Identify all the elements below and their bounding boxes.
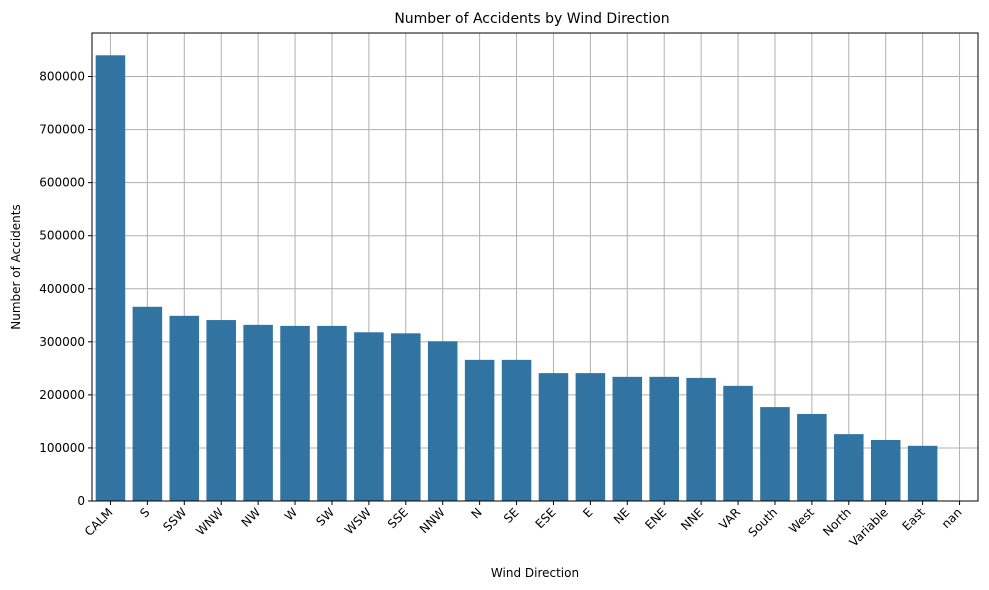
bar-nnw [427,341,458,501]
y-tick-label: 100000 [39,441,85,455]
bar-wsw [354,332,384,501]
bar-nw [243,324,273,501]
bar-ese [538,373,569,501]
x-tick-label: WSW [342,505,374,537]
bar-sse [391,333,421,501]
x-tick-label: nan [939,505,965,531]
x-tick-label: NNE [678,505,706,533]
y-tick-label: 300000 [39,335,85,349]
x-tick-label: VAR [716,505,743,532]
bar-variable [870,439,901,501]
bar-east [907,445,938,501]
x-tick-label: WNW [193,505,226,538]
bar-wnw [206,320,236,501]
bar-sw [317,325,347,501]
bar-south [760,407,790,501]
y-tick-label: 600000 [39,176,85,190]
x-tick-label: CALM [82,505,116,539]
bars [95,55,938,502]
chart-title: Number of Accidents by Wind Direction [394,11,669,27]
y-tick-label: 0 [77,494,85,508]
bar-e [575,373,606,501]
x-tick-label: North [820,505,854,539]
x-axis-title: Wind Direction [491,566,579,580]
x-tick-label: SW [313,505,337,529]
axes [91,32,979,502]
x-tick-label: ESE [533,505,559,531]
x-tick-label: NE [611,505,633,527]
x-tick-label: South [746,505,781,540]
bar-ene [649,376,679,501]
x-tick-label: Variable [847,505,891,549]
x-tick-label: SSE [385,505,411,531]
x-tick-label: NW [239,505,264,530]
y-axis-title: Number of Accidents [9,204,23,330]
y-tick-label: 500000 [39,229,85,243]
y-tick-label: 400000 [39,282,85,296]
x-tick-label: S [137,505,152,520]
bar-calm [95,55,126,502]
x-tick-label: W [282,505,300,523]
y-tick-label: 200000 [39,388,85,402]
bar-w [280,325,310,501]
bar-nne [686,377,716,501]
x-tick-label: N [468,505,484,521]
y-tick-label: 700000 [39,123,85,137]
x-tick-label: ENE [642,505,669,532]
bar-se [501,359,532,501]
x-tick-label: West [786,505,817,536]
bar-s [132,306,163,501]
plot-frame [91,32,979,502]
x-tick-label: East [900,505,928,533]
y-tick-label: 800000 [39,70,85,84]
x-tick-label: NNW [417,505,448,536]
bar-n [464,359,495,501]
bar-var [723,385,753,501]
x-ticks: CALM S SSW WNW NW W SW WSW SSE NNW N SE ESE E NE ENE NNE… [82,501,965,549]
y-ticks: 0 100000 200000 300000 400000 500000 600000 700… [39,70,92,508]
bar-ssw [169,315,200,501]
x-tick-label: SE [501,505,522,526]
x-tick-label: E [580,505,595,520]
x-tick-label: SSW [160,505,189,534]
bar-west [797,413,827,501]
bar-north [834,434,864,501]
bar-ne [612,376,643,501]
